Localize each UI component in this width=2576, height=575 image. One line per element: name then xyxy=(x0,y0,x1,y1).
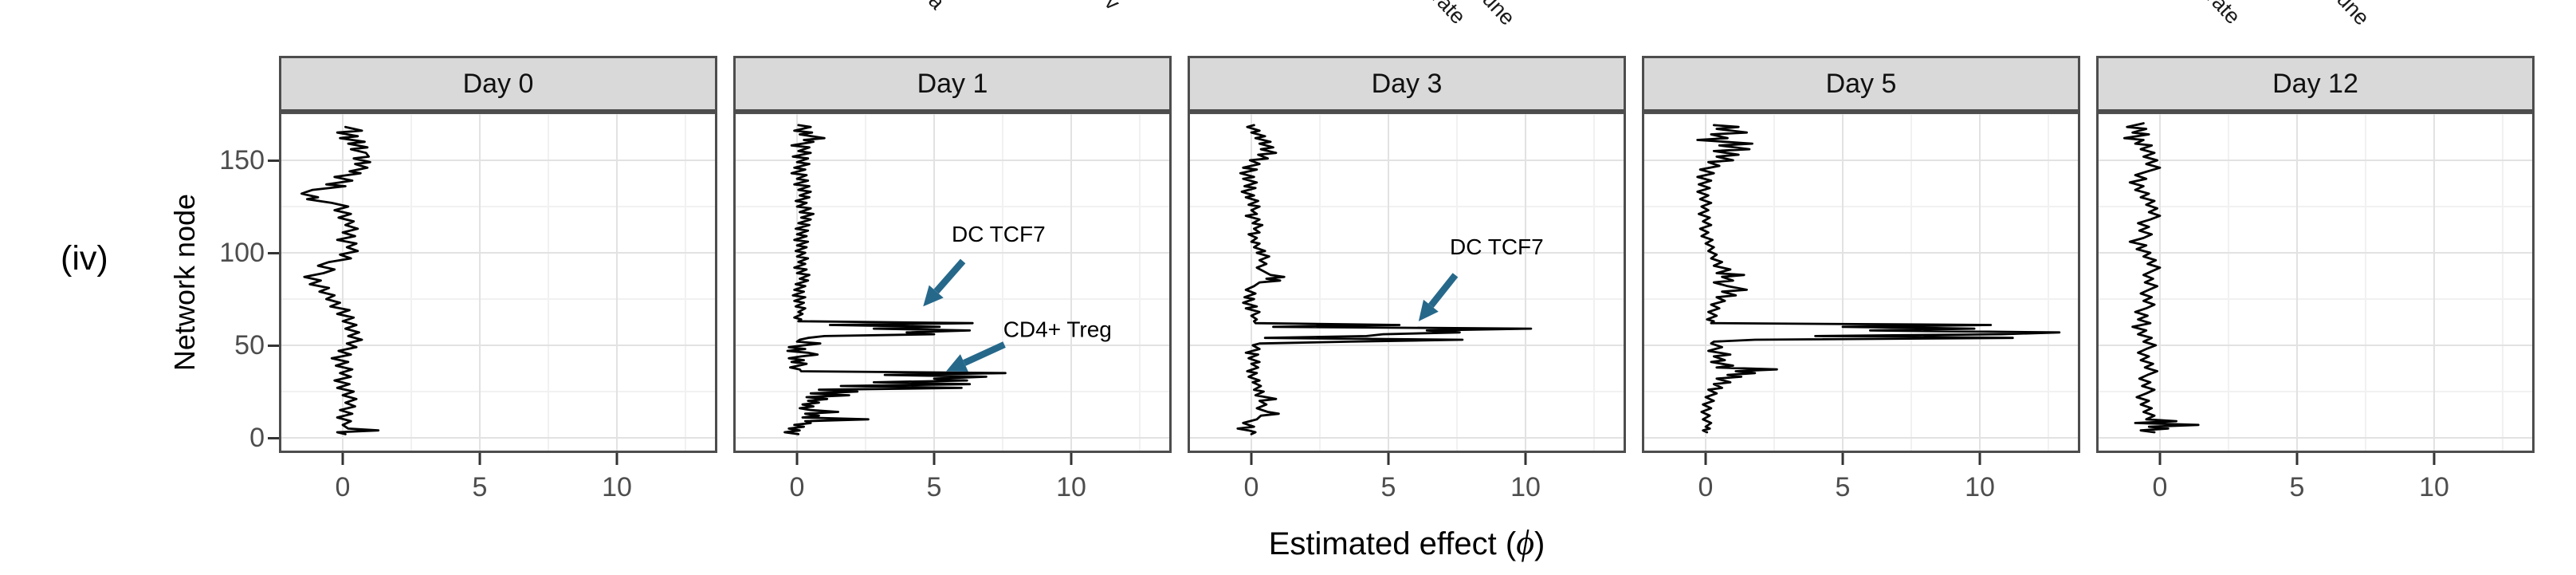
x-tick-label: 10 xyxy=(1510,472,1541,502)
facet-title: Day 0 xyxy=(462,68,534,99)
facet-strip: Day 12 xyxy=(2096,56,2535,112)
annotation-arrow xyxy=(963,341,1006,366)
x-tick-label: 5 xyxy=(927,472,942,502)
y-tick-label: 100 xyxy=(219,238,265,268)
plot-area: 0 5 10 xyxy=(2096,112,2535,502)
y-tick-label: 50 xyxy=(234,330,265,360)
trace-line xyxy=(2122,122,2200,434)
y-tick-label: 150 xyxy=(219,145,265,175)
facet-panel: Day 3 DC TCF7 0 5 10 xyxy=(1188,56,1626,534)
x-tick-label: 0 xyxy=(2153,472,2168,502)
facet-title: Day 5 xyxy=(1825,68,1897,99)
plot-area: DC TCF7 0 5 10 xyxy=(1188,112,1626,502)
annotation-label: DC TCF7 xyxy=(952,222,1046,246)
cropped-rotated-label: a xyxy=(924,0,950,14)
facet-panel: Day 5 0 5 10 xyxy=(1642,56,2080,534)
trace-line xyxy=(783,124,1007,435)
annotation-arrow xyxy=(1428,273,1459,308)
annotation-arrowhead xyxy=(923,285,944,307)
x-tick-label: 5 xyxy=(1836,472,1851,502)
facet-panel: Day 0 0 5 10 xyxy=(279,56,717,534)
facet-strip: Day 5 xyxy=(1642,56,2080,112)
y-tick-mark xyxy=(268,159,279,162)
panel-border xyxy=(1188,112,1626,453)
cropped-rotated-label: trate xyxy=(2198,0,2245,29)
x-tick-label: 10 xyxy=(2419,472,2449,502)
trace-line xyxy=(1236,124,1533,435)
plot-area: 0 5 10 xyxy=(279,112,717,502)
x-tick-label: 5 xyxy=(473,472,488,502)
facet-strip: Day 3 xyxy=(1188,56,1626,112)
x-tick-label: 0 xyxy=(336,472,351,502)
y-tick-label: 0 xyxy=(249,423,265,453)
y-tick-mark xyxy=(268,344,279,347)
panel-border xyxy=(733,112,1172,453)
facet-panel: Day 1 DC TCF7 CD4+ Treg 0 5 10 xyxy=(733,56,1172,534)
x-axis-title-text: Estimated effect ( xyxy=(1268,526,1517,561)
x-tick-label: 10 xyxy=(1965,472,1995,502)
annotation-arrowhead xyxy=(1418,299,1439,321)
cropped-rotated-label: une xyxy=(2332,0,2374,30)
annotation-label: CD4+ Treg xyxy=(1003,317,1112,341)
x-tick-label: 10 xyxy=(602,472,632,502)
trace-line xyxy=(1696,124,2061,434)
x-tick-label: 5 xyxy=(1381,472,1396,502)
y-tick-mark xyxy=(268,251,279,254)
trace-line xyxy=(300,125,380,435)
facet-strip: Day 1 xyxy=(733,56,1172,112)
panel-border xyxy=(1642,112,2080,453)
x-axis-title: Estimated effect (ϕ) xyxy=(279,522,2535,563)
facet-title: Day 1 xyxy=(917,68,988,99)
cropped-rotated-label: v xyxy=(1100,0,1125,15)
plot-area: 0 5 10 xyxy=(1642,112,2080,502)
facet-title: Day 12 xyxy=(2272,68,2358,99)
y-tick-mark xyxy=(268,436,279,439)
panel-label: (iv) xyxy=(61,239,108,278)
facet-panel: Day 12 0 5 10 xyxy=(2096,56,2535,534)
panel-border xyxy=(279,112,717,453)
annotation-arrow xyxy=(933,258,966,294)
cropped-rotated-label: une xyxy=(1478,0,1520,30)
plot-area: DC TCF7 CD4+ Treg 0 5 10 xyxy=(733,112,1172,502)
cropped-rotated-label: trate xyxy=(1423,0,1471,29)
phi-symbol: ϕ xyxy=(1516,523,1534,562)
facet-title: Day 3 xyxy=(1371,68,1443,99)
facet-strip: Day 0 xyxy=(279,56,717,112)
x-tick-label: 5 xyxy=(2290,472,2305,502)
x-tick-label: 0 xyxy=(1698,472,1714,502)
x-tick-label: 0 xyxy=(1244,472,1259,502)
x-tick-label: 0 xyxy=(790,472,805,502)
x-tick-label: 10 xyxy=(1056,472,1086,502)
x-axis-title-close: ) xyxy=(1533,526,1545,561)
panel-border xyxy=(2096,112,2535,453)
annotation-arrowhead xyxy=(946,354,968,372)
annotation-label: DC TCF7 xyxy=(1450,234,1544,259)
